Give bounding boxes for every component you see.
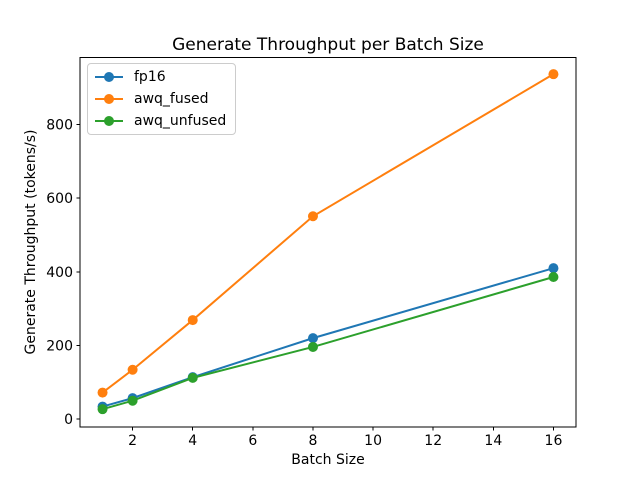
y-tick-label: 0 — [64, 412, 73, 428]
marker-awq_fused — [307, 211, 318, 222]
x-tick-label: 12 — [424, 433, 442, 449]
legend-entry-awq_unfused: awq_unfused — [94, 113, 226, 129]
x-tick-label: 6 — [248, 433, 257, 449]
x-tick-label: 14 — [484, 433, 502, 449]
axes-frame — [79, 57, 577, 428]
marker-awq_unfused — [127, 395, 138, 406]
legend-label-awq_fused: awq_fused — [134, 91, 209, 107]
legend-label-fp16: fp16 — [134, 69, 166, 85]
series-line-awq_unfused — [102, 276, 554, 411]
marker-awq_fused — [187, 315, 198, 326]
chart-title: Generate Throughput per Batch Size — [172, 35, 484, 55]
legend-label-awq_unfused: awq_unfused — [134, 113, 227, 129]
legend-entry-fp16: fp16 — [94, 69, 226, 85]
marker-awq_fused — [548, 69, 559, 80]
marker-awq_fused — [97, 387, 108, 398]
x-tick-label: 8 — [309, 433, 318, 449]
legend-line-marker-swatch — [95, 72, 123, 82]
y-axis-label: Generate Throughput (tokens/s) — [23, 129, 39, 355]
y-tick-label: 400 — [46, 265, 73, 281]
x-tick-label: 10 — [364, 433, 382, 449]
y-tick-label: 600 — [46, 191, 73, 207]
marker-awq_unfused — [548, 272, 559, 283]
legend: fp16 awq_fused awq_unfused — [87, 63, 237, 135]
x-tick-label: 16 — [545, 433, 563, 449]
marker-awq_fused — [127, 364, 138, 375]
x-tick-label: 2 — [128, 433, 137, 449]
legend-line-marker-swatch — [95, 116, 123, 126]
legend-swatch-marker — [104, 94, 114, 104]
marker-awq_unfused — [307, 341, 318, 352]
marker-awq_unfused — [187, 372, 198, 383]
y-tick-label: 800 — [46, 118, 73, 134]
legend-entry-awq_fused: awq_fused — [94, 91, 226, 107]
legend-swatch-marker — [104, 116, 114, 126]
legend-swatch-marker — [104, 72, 114, 82]
marker-fp16 — [307, 333, 318, 344]
legend-line-marker-swatch — [95, 94, 123, 104]
marker-fp16 — [548, 263, 559, 274]
y-tick-label: 200 — [46, 338, 73, 354]
x-axis-label: Batch Size — [291, 452, 365, 468]
x-tick-label: 4 — [188, 433, 197, 449]
marker-awq_unfused — [97, 404, 108, 415]
